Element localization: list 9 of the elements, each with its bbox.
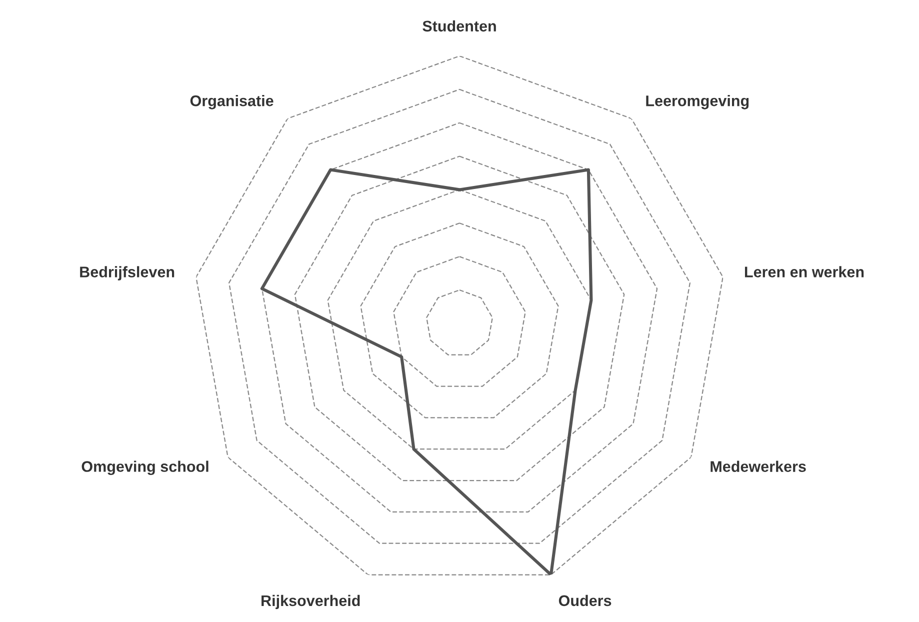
spoke-label: Organisatie	[190, 95, 274, 110]
spoke-label: Bedrijfsleven	[80, 266, 174, 280]
spoke-label: Rijksoverheid	[262, 594, 360, 610]
spoke-label: Leren en werken	[744, 266, 864, 278]
spoke-label: Medewerkers	[710, 460, 806, 472]
spoke-label: Omgeving school	[82, 460, 208, 476]
spoke-label: Leeromgeving	[646, 95, 749, 110]
spoke-label: Ouders	[558, 594, 612, 606]
spoke-label: Studenten	[422, 20, 496, 32]
